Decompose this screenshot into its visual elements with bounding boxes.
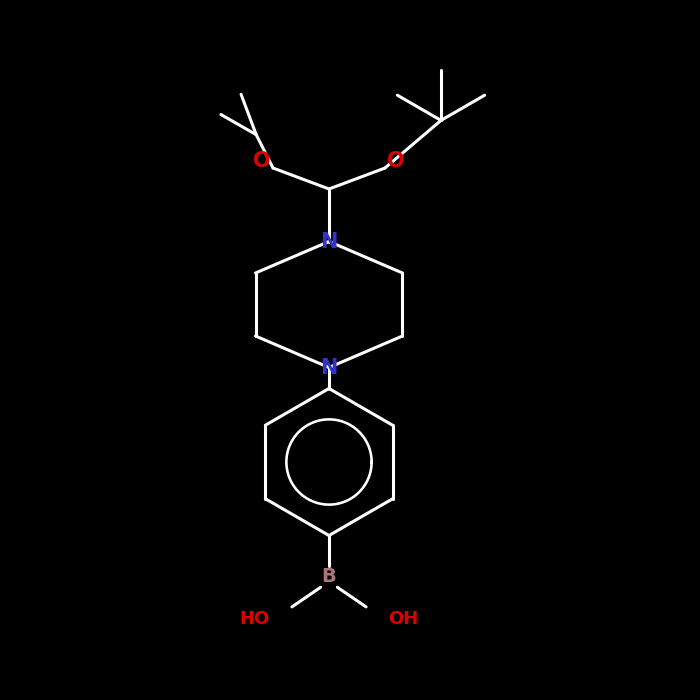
Text: O: O [387,151,405,171]
Text: N: N [321,232,337,251]
Text: OH: OH [389,610,419,629]
Text: O: O [253,151,271,171]
Text: N: N [321,358,337,377]
Text: HO: HO [239,610,270,629]
Text: B: B [321,566,337,586]
